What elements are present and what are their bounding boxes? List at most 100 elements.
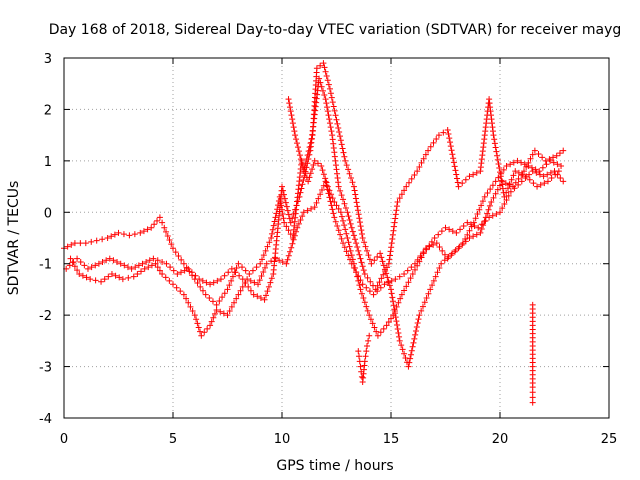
data-point (490, 194, 497, 201)
data-point (337, 187, 344, 194)
data-point (418, 307, 425, 314)
data-point (250, 291, 257, 298)
data-point (321, 64, 328, 71)
data-point (340, 149, 347, 156)
data-point (112, 272, 119, 279)
data-point (327, 90, 334, 97)
data-point (481, 193, 488, 200)
data-point (325, 112, 332, 119)
data-point (308, 205, 315, 212)
data-point (263, 260, 270, 267)
data-point (365, 252, 372, 259)
data-point (398, 191, 405, 198)
data-point (257, 295, 264, 301)
data-point (503, 189, 510, 196)
data-point (339, 145, 346, 152)
data-point (298, 185, 305, 192)
data-point (289, 120, 296, 127)
data-point (407, 275, 414, 282)
data-point (163, 260, 170, 267)
data-point (407, 355, 414, 362)
data-point (228, 265, 235, 272)
data-point (226, 282, 233, 289)
chart-title: Day 168 of 2018, Sidereal Day-to-day VTE… (49, 22, 622, 38)
data-point (188, 269, 195, 276)
data-point (386, 282, 393, 289)
data-point (331, 214, 338, 221)
data-point (159, 219, 166, 226)
data-point (553, 152, 560, 159)
data-point (324, 77, 331, 84)
data-point (356, 358, 363, 365)
data-point (294, 198, 301, 205)
data-point (398, 291, 405, 298)
data-point (528, 164, 535, 171)
data-point (403, 283, 410, 290)
data-point (360, 267, 367, 274)
data-point (332, 162, 339, 169)
data-point (342, 205, 349, 211)
data-point (388, 286, 394, 293)
data-point (388, 244, 395, 251)
data-point (453, 171, 460, 178)
data-point (355, 211, 362, 218)
data-point (413, 324, 420, 331)
data-point (529, 151, 536, 158)
data-point (540, 173, 547, 180)
data-point (430, 139, 437, 146)
data-point (508, 176, 515, 183)
data-point (363, 284, 370, 291)
data-point (74, 267, 81, 274)
data-point (317, 79, 324, 86)
data-point (493, 211, 500, 217)
data-point (201, 329, 208, 336)
data-point (207, 322, 214, 329)
data-point (233, 265, 240, 271)
data-point (106, 255, 113, 262)
data-point (434, 269, 441, 276)
data-point (334, 223, 341, 229)
data-point (260, 252, 267, 259)
data-point (341, 200, 348, 207)
data-point (224, 286, 231, 293)
data-point (436, 265, 443, 271)
data-point (364, 307, 371, 314)
data-point (266, 239, 273, 246)
data-point (304, 207, 311, 214)
data-point (390, 302, 397, 309)
data-point (114, 259, 121, 265)
data-point (228, 303, 235, 310)
data-point (370, 291, 377, 298)
y-tick-label: -1 (39, 258, 52, 273)
data-point (251, 279, 258, 286)
y-tick-label: -4 (39, 412, 52, 427)
data-point (242, 280, 249, 286)
data-point (110, 257, 117, 264)
data-point (311, 204, 318, 211)
data-point (361, 239, 368, 246)
data-point (529, 394, 536, 401)
data-point (501, 201, 508, 208)
data-point (141, 265, 148, 272)
data-point (494, 186, 501, 193)
data-point (138, 268, 145, 275)
data-point (300, 209, 307, 216)
data-point (287, 219, 294, 226)
data-point (126, 232, 133, 239)
data-point (178, 256, 185, 263)
data-point (473, 169, 480, 176)
data-point (170, 281, 176, 288)
data-point (345, 239, 352, 246)
data-point (259, 256, 266, 263)
data-point (108, 271, 115, 277)
data-point (321, 92, 328, 99)
data-point (499, 205, 506, 212)
data-point (108, 233, 115, 240)
data-point (411, 172, 418, 178)
data-point (173, 284, 180, 291)
data-point (529, 389, 536, 396)
data-point (519, 171, 526, 178)
data-point (284, 256, 291, 263)
data-point (366, 332, 373, 339)
data-point (358, 373, 365, 380)
